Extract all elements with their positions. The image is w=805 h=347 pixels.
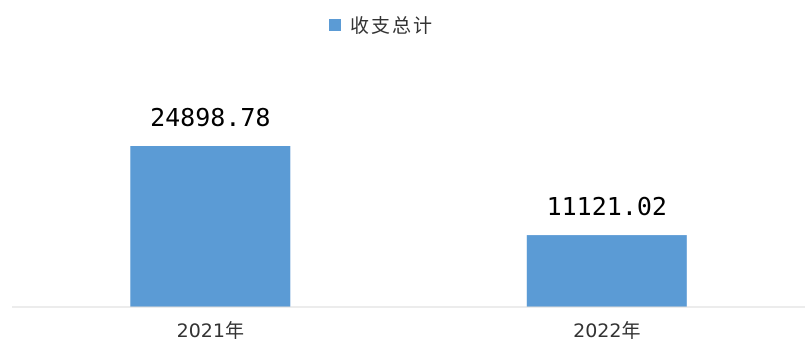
x-tick-label-2: 2022年 (573, 320, 640, 342)
legend: 收支总计 (329, 15, 434, 37)
legend-swatch (329, 19, 341, 31)
bar-2 (526, 235, 687, 307)
x-tick-label-1: 2021年 (177, 320, 244, 342)
data-label-2: 11121.02 (547, 192, 667, 221)
x-axis-tick-labels: 2021年 2022年 (177, 320, 641, 342)
plot-area: 24898.78 11121.02 (130, 103, 687, 307)
legend-label: 收支总计 (350, 15, 434, 37)
data-label-1: 24898.78 (150, 103, 270, 132)
bar-1 (130, 146, 291, 307)
